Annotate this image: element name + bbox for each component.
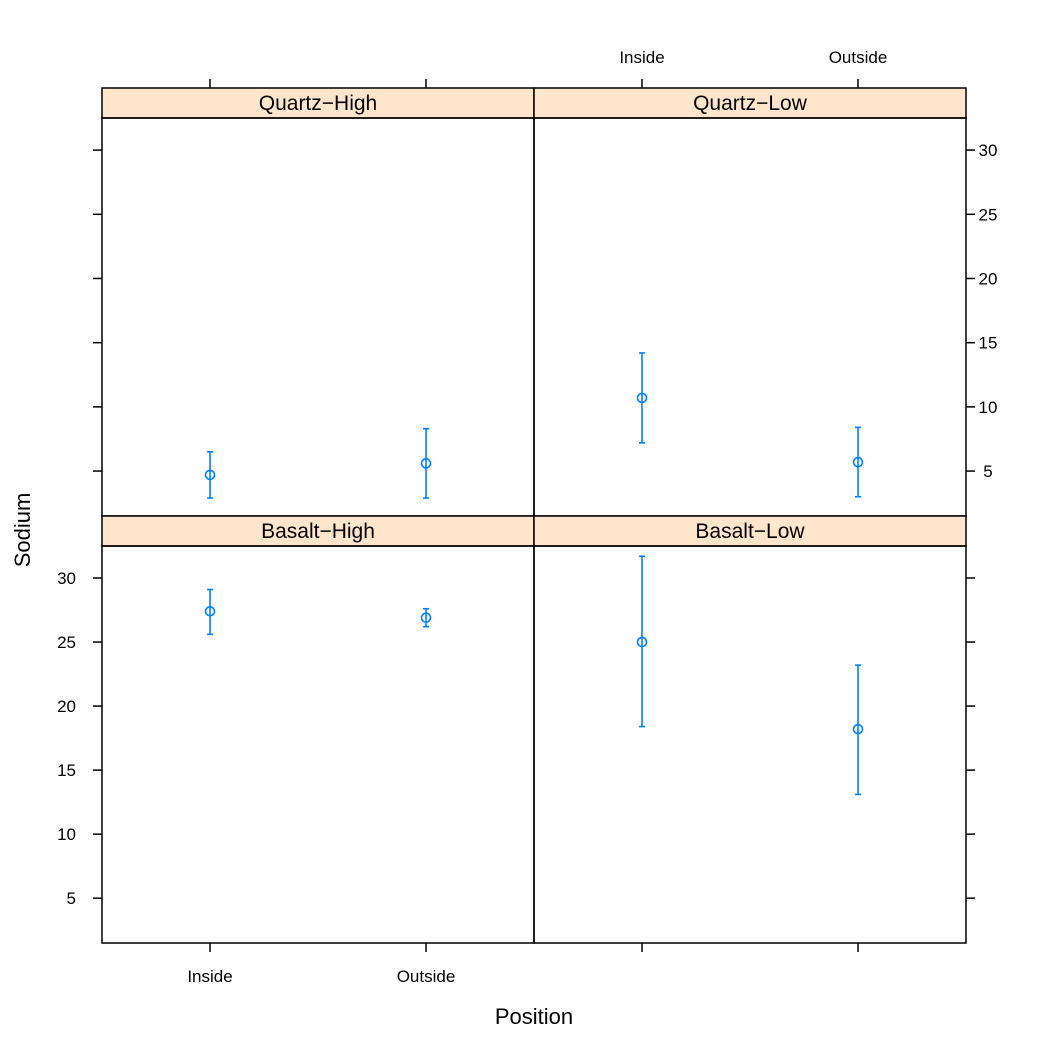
panel-2: Basalt−High — [101, 515, 535, 944]
data-point — [636, 636, 648, 648]
x-axis-title: Position — [495, 1004, 573, 1029]
panel-strip — [101, 87, 535, 119]
data-point — [204, 606, 216, 617]
y-tick-label-left: 25 — [57, 633, 76, 652]
panel-strip-label: Basalt−Low — [695, 520, 805, 543]
y-tick-label-right: 15 — [979, 334, 998, 353]
data-point — [204, 469, 216, 481]
y-tick-label-right: 5 — [983, 462, 992, 481]
x-tick-label-bottom: Inside — [187, 967, 232, 986]
panel-strip-label: Quartz−Low — [693, 92, 808, 115]
y-tick-label-right: 10 — [979, 398, 998, 417]
panel-strip — [533, 515, 967, 547]
panel-3: Basalt−Low — [533, 515, 967, 944]
axes-layer: Inside Inside Outside Outside 5 5 10 10 15 15 20 20… — [57, 48, 997, 986]
y-tick-label-left: 5 — [67, 889, 76, 908]
x-tick-label-top: Inside — [619, 48, 664, 67]
panel-strip-label: Quartz−High — [259, 92, 377, 115]
data-point — [852, 456, 864, 468]
y-tick-label-left: 20 — [57, 697, 76, 716]
y-tick-label-right: 20 — [979, 269, 998, 288]
panel-frame — [533, 545, 967, 944]
panels-layer: Quartz−High Quartz−Low Basalt−High Basalt−L… — [101, 87, 967, 944]
panel-strip-label: Basalt−High — [261, 520, 375, 543]
data-point — [636, 392, 648, 404]
x-tick-label-bottom: Outside — [397, 967, 456, 986]
x-tick-label-top: Outside — [829, 48, 888, 67]
y-tick-label-left: 30 — [57, 569, 76, 588]
data-point — [420, 612, 432, 624]
y-tick-label-right: 30 — [979, 141, 998, 160]
y-axis-title: Sodium — [10, 493, 35, 568]
y-tick-label-left: 10 — [57, 825, 76, 844]
panel-strip — [101, 515, 535, 547]
data-point — [852, 723, 864, 735]
y-tick-label-left: 15 — [57, 761, 76, 780]
data-point — [420, 458, 432, 469]
y-tick-label-right: 25 — [979, 205, 998, 224]
